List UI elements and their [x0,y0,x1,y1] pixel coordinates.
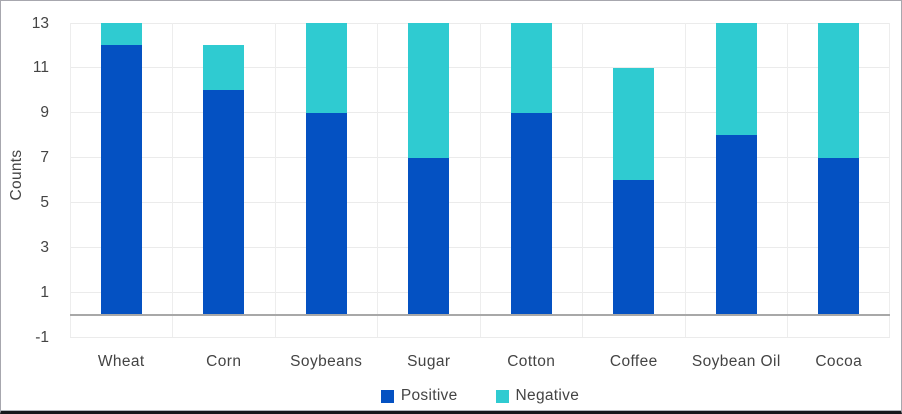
bar-segment-positive-soybean-oil [715,135,757,315]
bar-segment-negative-corn [203,45,245,91]
gridline-x-8 [889,23,890,337]
x-category-label-corn: Corn [206,353,242,370]
x-category-label-cotton: Cotton [507,353,556,370]
y-tick-label-13: 13 [31,14,49,32]
gridline-x-5 [582,23,583,337]
gridline-x-1 [172,23,173,337]
y-tick-label-3: 3 [40,238,49,256]
x-axis-zero-line [70,313,890,316]
y-tick-label-5: 5 [40,193,49,211]
bar-segment-negative-cocoa [818,23,860,158]
x-category-label-wheat: Wheat [97,353,145,370]
negative-series-swatch-icon [495,389,509,403]
bar-segment-positive-sugar [408,157,450,315]
x-category-label-cocoa: Cocoa [815,353,863,370]
bar-segment-negative-soybean-oil [715,23,757,136]
bar-segment-positive-coffee [613,180,655,315]
x-category-label-sugar: Sugar [407,353,451,370]
gridline-x-3 [377,23,378,337]
legend-label-negative: Negative [515,387,580,404]
positive-series-swatch-icon [380,389,394,403]
y-tick-label-7: 7 [40,149,49,167]
gridline-x-6 [684,23,686,337]
bar-segment-positive-wheat [100,45,142,315]
bar-segment-positive-soybeans [305,112,347,315]
bar-segment-negative-soybeans [305,23,347,113]
gridline-x-0 [70,23,71,337]
gridline-y--1 [70,336,890,338]
x-category-label-coffee: Coffee [609,353,658,370]
gridline-x-2 [274,23,276,337]
gridline-x-4 [479,23,481,337]
bar-segment-positive-cocoa [818,157,860,315]
legend-item-negative: Negative [495,387,580,405]
y-tick-label-1: 1 [40,283,49,301]
x-axis-category-labels: Wheat Corn Soybeans Sugar Cotton Coffee Soybea… [1,353,901,375]
bar-segment-positive-cotton [510,112,552,315]
y-tick-label-11: 11 [32,59,49,77]
chart-legend: Positive Negative [70,387,890,405]
legend-label-positive: Positive [400,387,458,404]
x-category-label-soybean-oil: Soybean Oil [691,353,781,370]
bar-segment-negative-cotton [510,23,552,113]
bar-segment-negative-coffee [613,67,655,180]
x-category-label-soybeans: Soybeans [290,353,363,370]
bar-segment-negative-wheat [100,23,142,46]
bar-segment-positive-corn [203,90,245,315]
gridline-x-7 [787,23,788,337]
plot-area [70,22,890,338]
y-tick-label--1: -1 [35,328,49,346]
legend-item-positive: Positive [380,387,458,405]
y-tick-label-9: 9 [40,104,49,122]
bar-segment-negative-sugar [408,23,450,158]
